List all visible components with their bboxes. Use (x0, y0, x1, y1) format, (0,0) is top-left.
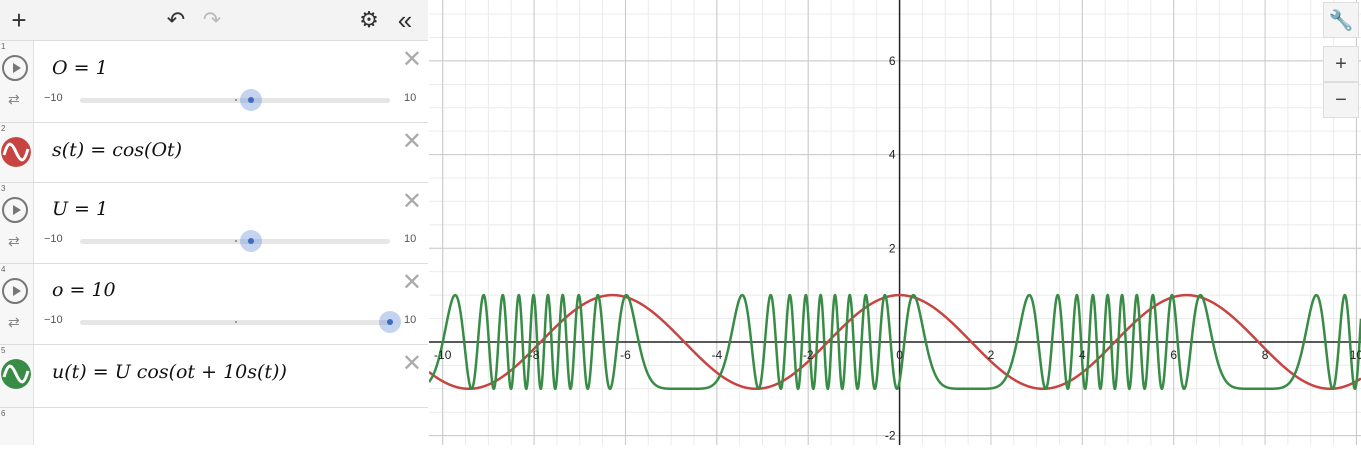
slider-min[interactable]: −10 (44, 92, 63, 104)
expression-text[interactable]: U = 1 (52, 198, 109, 220)
add-expression-button[interactable]: + (11, 4, 27, 35)
expression-number: 3 (1, 184, 6, 193)
x-tick-label: -10 (434, 348, 452, 362)
expression-toolbar: + ↶ ↷ ⚙ « (0, 0, 428, 41)
series-curve-2 (428, 293, 1361, 391)
slider-thumb[interactable] (379, 311, 401, 333)
expression-text[interactable]: u(t) = U cos(ot + 10s(t)) (52, 361, 287, 383)
expression-number: 5 (1, 346, 6, 355)
collapse-list-button[interactable]: « (397, 4, 413, 35)
slider-max[interactable]: 10 (404, 314, 417, 326)
zoom-out-button[interactable]: − (1323, 82, 1359, 118)
x-tick-label: 6 (1170, 348, 1177, 362)
expression-number: 2 (1, 124, 6, 133)
expression-number: 4 (1, 265, 6, 274)
expression-gutter: 3 ⇄ (0, 183, 34, 263)
play-icon[interactable] (2, 197, 28, 223)
y-tick-label: 6 (889, 54, 896, 68)
expression-row-2[interactable]: 2 s(t) = cos(Ot) ✕ (0, 123, 428, 183)
undo-button[interactable]: ↶ (166, 7, 186, 32)
slider-thumb[interactable] (239, 230, 262, 252)
expression-list: + ↶ ↷ ⚙ « 1 ⇄ O = 1 ✕ −10 10 2 s(t) = co… (0, 0, 428, 445)
expression-row-5[interactable]: 5 u(t) = U cos(ot + 10s(t)) ✕ (0, 345, 428, 408)
delete-expression-icon[interactable]: ✕ (401, 268, 422, 296)
slider-max[interactable]: 10 (404, 233, 417, 245)
loop-icon[interactable]: ⇄ (8, 314, 20, 330)
expression-row-3[interactable]: 3 ⇄ U = 1 ✕ −10 10 (0, 183, 428, 264)
delete-expression-icon[interactable]: ✕ (401, 187, 422, 215)
play-icon[interactable] (2, 55, 28, 81)
function-color-icon[interactable] (1, 359, 31, 389)
expression-text[interactable]: O = 1 (52, 57, 108, 79)
redo-button[interactable]: ↷ (202, 7, 222, 32)
slider-min[interactable]: −10 (44, 314, 63, 326)
x-tick-label: -4 (711, 348, 722, 362)
x-tick-label: 8 (1262, 348, 1269, 362)
delete-expression-icon[interactable]: ✕ (401, 45, 422, 73)
graph-paper[interactable]: -10 -8 -6 -4 -2 0 2 4 6 8 10 -2 2 4 6 🔧 + − (428, 0, 1361, 445)
zoom-in-button[interactable]: + (1323, 46, 1359, 82)
y-tick-label: 4 (889, 148, 896, 162)
wrench-icon[interactable]: 🔧 (1323, 2, 1359, 38)
expression-gutter: 6 (0, 408, 34, 445)
expression-gutter: 5 (0, 345, 34, 407)
graph-canvas[interactable]: -10 -8 -6 -4 -2 0 2 4 6 8 10 -2 2 4 6 (428, 0, 1361, 445)
expression-gutter: 4 ⇄ (0, 264, 34, 344)
loop-icon[interactable]: ⇄ (8, 233, 20, 249)
expression-number: 1 (1, 42, 6, 51)
expression-row-4[interactable]: 4 ⇄ o = 10 ✕ −10 10 (0, 264, 428, 345)
y-tick-label: 2 (889, 241, 896, 255)
expression-row-1[interactable]: 1 ⇄ O = 1 ✕ −10 10 (0, 41, 428, 123)
expression-gutter: 1 ⇄ (0, 41, 34, 122)
delete-expression-icon[interactable]: ✕ (401, 349, 422, 377)
slider-track[interactable] (80, 89, 390, 111)
function-color-icon[interactable] (1, 137, 31, 167)
y-tick-label: -2 (885, 429, 896, 443)
x-tick-label: -2 (803, 348, 814, 362)
expression-text[interactable]: s(t) = cos(Ot) (52, 139, 183, 161)
x-tick-label: 2 (988, 348, 995, 362)
series-curve-1 (428, 293, 1361, 391)
expression-row-6[interactable]: 6 (0, 408, 428, 445)
delete-expression-icon[interactable]: ✕ (401, 127, 422, 155)
slider-track[interactable] (80, 311, 401, 333)
x-tick-label: 4 (1079, 348, 1086, 362)
x-tick-label: 10 (1350, 348, 1361, 362)
play-icon[interactable] (2, 278, 28, 304)
slider-track[interactable] (80, 230, 390, 252)
x-tick-label: -6 (620, 348, 631, 362)
loop-icon[interactable]: ⇄ (8, 91, 20, 107)
slider-max[interactable]: 10 (404, 92, 417, 104)
expression-text[interactable]: o = 10 (52, 279, 116, 301)
slider-thumb[interactable] (239, 89, 262, 111)
expression-gutter: 2 (0, 123, 34, 182)
settings-icon[interactable]: ⚙ (359, 7, 379, 32)
x-tick-label: -8 (529, 348, 540, 362)
slider-min[interactable]: −10 (44, 233, 63, 245)
expression-number: 6 (1, 409, 6, 418)
x-tick-label: 0 (896, 348, 903, 362)
